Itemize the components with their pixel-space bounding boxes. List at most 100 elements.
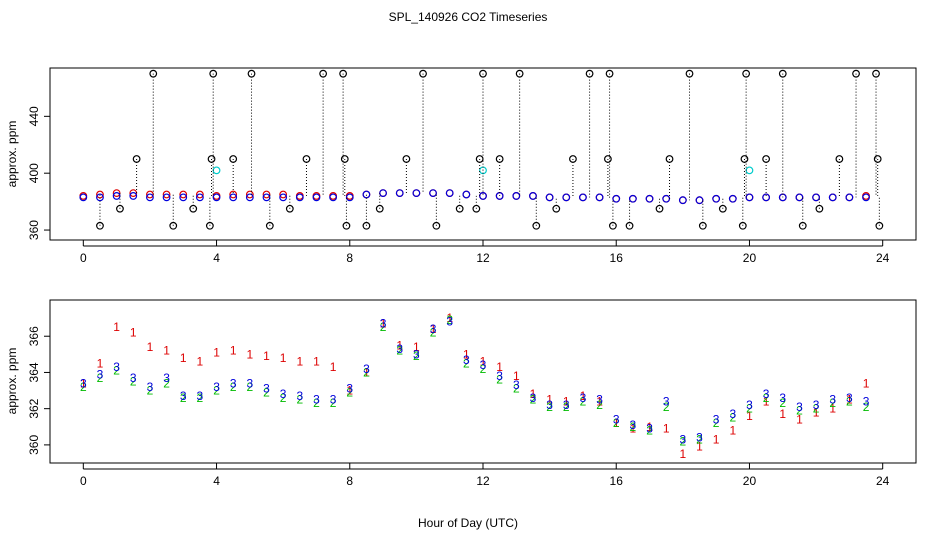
point: 3	[346, 382, 353, 396]
point	[432, 221, 441, 230]
point: 3	[496, 369, 503, 383]
point: 2	[163, 376, 170, 390]
point	[595, 193, 604, 202]
point	[745, 193, 754, 202]
point	[96, 221, 104, 230]
point: 3	[663, 394, 670, 408]
point	[229, 190, 238, 199]
point	[445, 189, 454, 197]
y-tick-label: 440	[27, 106, 41, 126]
x-tick-label: 16	[610, 474, 624, 488]
point	[265, 221, 274, 230]
y-tick-label: 360	[27, 435, 41, 455]
point	[532, 221, 541, 230]
point: 1	[863, 376, 870, 390]
point	[285, 204, 294, 213]
x-tick-label: 4	[213, 251, 220, 265]
point	[472, 204, 481, 213]
point: 3	[463, 353, 470, 367]
point: 2	[363, 365, 370, 379]
point: 1	[829, 402, 836, 416]
point	[662, 194, 671, 203]
point: 3	[280, 387, 287, 401]
point: 2	[796, 403, 803, 417]
point: 1	[596, 394, 603, 408]
point	[475, 155, 484, 163]
plot-frame	[49, 299, 917, 464]
point: 3	[829, 393, 836, 407]
point: 2	[580, 394, 587, 408]
point	[778, 69, 787, 78]
point	[742, 69, 751, 78]
point	[149, 69, 158, 78]
point: 3	[396, 342, 403, 356]
point	[579, 193, 587, 202]
point: 2	[380, 320, 387, 334]
point	[340, 155, 349, 163]
point: 3	[580, 391, 587, 405]
point: 3	[230, 376, 237, 390]
point: 3	[430, 322, 437, 336]
point: 3	[296, 389, 303, 403]
point	[247, 69, 256, 78]
point: 3	[263, 382, 270, 396]
point: 2	[496, 373, 503, 387]
point	[162, 190, 171, 199]
point	[815, 204, 824, 213]
point	[79, 193, 88, 202]
point: 2	[396, 344, 403, 358]
x-tick-label: 0	[80, 474, 87, 488]
point: 2	[147, 384, 154, 398]
point	[209, 69, 218, 78]
point: 3	[480, 358, 487, 372]
point	[319, 69, 328, 78]
point: 2	[463, 356, 470, 370]
y-tick-label: 366	[27, 326, 41, 346]
x-axis-label: Hour of Day (UTC)	[418, 516, 518, 530]
point	[685, 69, 694, 78]
point: 3	[763, 387, 770, 401]
point	[146, 193, 154, 202]
point	[828, 193, 837, 202]
point: 1	[163, 344, 170, 358]
point: 2	[213, 384, 220, 398]
point	[207, 155, 216, 163]
point: 1	[430, 322, 437, 336]
point: 1	[746, 409, 753, 423]
point	[515, 69, 524, 78]
point	[162, 193, 171, 202]
point	[625, 221, 634, 230]
point: 2	[480, 362, 487, 376]
point: 3	[363, 362, 370, 376]
point	[872, 69, 880, 78]
point	[262, 193, 271, 202]
point: 2	[263, 385, 270, 399]
point: 3	[330, 393, 337, 407]
point	[379, 189, 387, 197]
point	[678, 196, 687, 205]
point: 3	[130, 371, 137, 385]
point	[375, 204, 384, 213]
x-tick-label: 8	[346, 474, 353, 488]
point: 1	[313, 355, 320, 369]
point: 3	[380, 317, 387, 331]
point	[329, 193, 338, 202]
point	[96, 193, 104, 202]
point: 2	[696, 432, 703, 446]
point	[132, 155, 141, 163]
point: 2	[596, 398, 603, 412]
point: 1	[613, 416, 620, 430]
point: 3	[80, 376, 87, 390]
point: 2	[313, 396, 320, 410]
point	[552, 204, 561, 213]
point	[362, 221, 371, 230]
point	[169, 221, 178, 230]
point	[852, 69, 860, 78]
point	[569, 155, 577, 163]
point	[179, 190, 188, 199]
y-axis-label: approx. ppm	[5, 348, 19, 415]
point: 3	[646, 422, 653, 436]
point: 1	[130, 326, 137, 340]
point: 1	[413, 340, 420, 354]
